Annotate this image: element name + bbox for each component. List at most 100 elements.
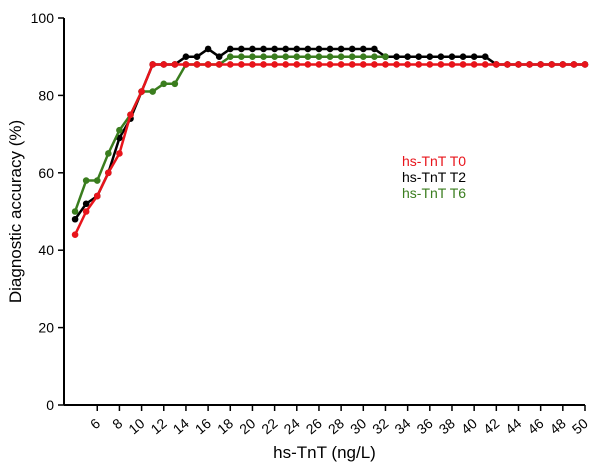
data-point	[315, 45, 323, 53]
data-point	[326, 45, 334, 53]
y-tick-label: 40	[38, 242, 54, 258]
x-tick-label: 34	[391, 415, 413, 437]
data-point	[426, 53, 434, 60]
x-tick-label: 12	[147, 415, 169, 437]
data-point	[82, 208, 90, 215]
x-tick-label: 32	[369, 415, 391, 437]
x-tick-label: 16	[192, 415, 214, 437]
data-point	[581, 61, 589, 68]
data-point	[116, 150, 123, 157]
data-point	[459, 61, 467, 68]
data-point	[82, 177, 90, 184]
data-point	[437, 61, 445, 68]
data-point	[149, 61, 156, 68]
data-point	[371, 53, 378, 60]
x-tick-label: 30	[347, 415, 369, 437]
data-point	[293, 45, 301, 53]
data-point	[82, 200, 90, 208]
data-point	[293, 61, 301, 68]
data-point	[260, 61, 267, 68]
data-point	[315, 61, 323, 68]
data-point	[470, 53, 478, 60]
data-point	[437, 53, 445, 60]
data-point	[226, 53, 234, 60]
data-point	[215, 61, 223, 68]
series-line	[74, 47, 585, 220]
data-point	[459, 53, 467, 60]
data-point	[448, 61, 456, 68]
data-point	[93, 192, 101, 200]
data-point	[359, 61, 367, 68]
data-point	[393, 53, 400, 60]
x-tick-label: 10	[125, 415, 147, 437]
data-point	[238, 61, 245, 68]
data-point	[149, 88, 156, 95]
x-tick-label: 8	[109, 415, 125, 432]
data-point	[393, 61, 400, 68]
data-point	[371, 61, 378, 68]
data-point	[548, 61, 556, 68]
legend-entry-t6: hs-TnT T6	[402, 185, 466, 201]
data-point	[171, 61, 179, 68]
data-point	[493, 61, 500, 68]
data-point	[293, 53, 301, 60]
data-point	[282, 53, 290, 60]
x-tick-label: 40	[458, 415, 480, 437]
x-tick-label: 24	[280, 415, 302, 437]
data-point	[326, 61, 334, 68]
data-point	[382, 61, 389, 68]
x-tick-label: 22	[258, 415, 280, 437]
legend: hs-TnT T0 hs-TnT T2 hs-TnT T6	[402, 153, 466, 201]
data-point	[71, 215, 79, 223]
data-point	[348, 45, 356, 53]
data-point	[226, 61, 234, 68]
data-point	[448, 53, 456, 60]
data-point	[282, 45, 290, 53]
data-point	[182, 53, 190, 60]
data-point	[348, 53, 356, 60]
data-point	[481, 61, 489, 68]
x-tick-label: 14	[170, 415, 192, 437]
x-tick-label: 42	[480, 415, 502, 437]
data-point	[415, 61, 423, 68]
x-tick-label: 18	[214, 415, 236, 437]
data-point	[215, 53, 223, 60]
legend-entry-t2: hs-TnT T2	[402, 169, 466, 185]
series-layer	[71, 45, 589, 239]
data-point	[337, 53, 345, 60]
data-point	[105, 169, 112, 177]
data-point	[470, 61, 478, 68]
x-tick-label: 20	[236, 415, 258, 437]
data-point	[570, 61, 578, 68]
data-point	[204, 45, 212, 53]
data-point	[415, 53, 423, 60]
data-point	[160, 61, 168, 68]
data-point	[226, 45, 234, 53]
x-tick-label: 44	[502, 415, 524, 437]
x-axis-title: hs-TnT (ng/L)	[273, 443, 376, 462]
data-point	[193, 61, 201, 68]
data-point	[249, 53, 256, 60]
data-point	[271, 53, 278, 60]
data-point	[371, 45, 378, 53]
x-tick-label: 46	[524, 415, 546, 437]
data-point	[171, 80, 179, 88]
data-point	[71, 208, 79, 215]
data-point	[304, 61, 312, 68]
data-point	[93, 177, 101, 184]
data-point	[526, 61, 533, 68]
data-point	[481, 53, 489, 60]
series-hs-tnt-t6	[71, 53, 389, 215]
data-point	[260, 53, 267, 60]
data-point	[182, 61, 190, 68]
data-point	[204, 61, 212, 68]
data-point	[271, 61, 278, 68]
data-point	[359, 53, 367, 60]
x-tick-label: 50	[569, 415, 589, 437]
y-tick-label: 100	[31, 10, 55, 26]
data-point	[238, 45, 245, 53]
y-tick-label: 80	[38, 87, 54, 103]
data-point	[404, 53, 411, 60]
x-tick-label: 6	[87, 415, 103, 432]
